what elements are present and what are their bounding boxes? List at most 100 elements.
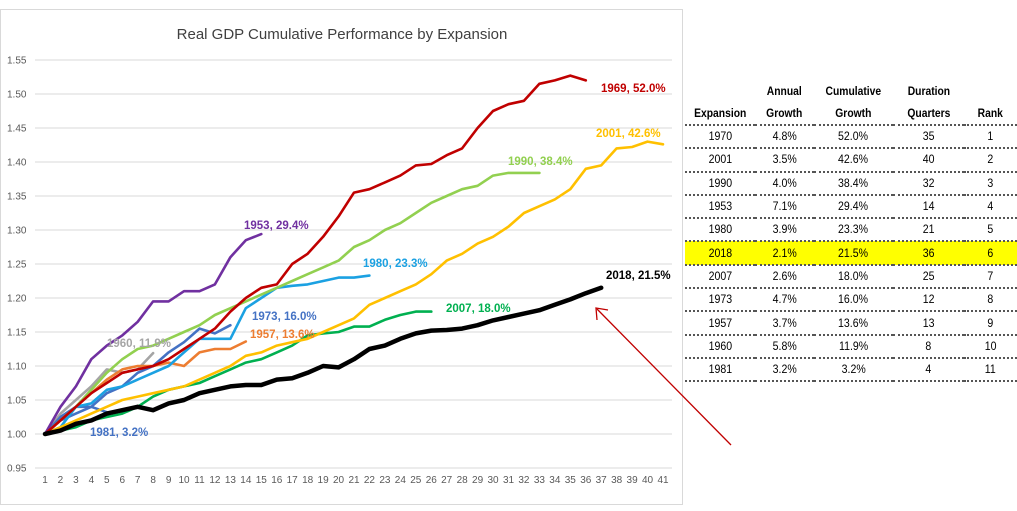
cell-expansion: 1981 [685, 357, 756, 383]
x-tick-label: 34 [549, 475, 561, 486]
column-header-line: Growth [835, 106, 872, 120]
cell-annual: 7.1% [755, 194, 814, 220]
series-line-1980 [43, 274, 371, 436]
column-header: Rank [968, 80, 1014, 126]
cell-duration: 36 [892, 241, 965, 266]
cell-cumulative: 13.6% [813, 311, 893, 336]
cell-value: 29.4% [838, 199, 869, 214]
x-tick-label: 9 [166, 475, 172, 486]
cell-expansion: 1953 [685, 194, 756, 220]
cell-value: 10 [984, 338, 997, 353]
cell-value: 38.4% [838, 175, 869, 190]
series-label-1957: 1957, 13.6% [250, 329, 315, 341]
x-tick-label: 33 [534, 475, 546, 486]
column-header-line [693, 80, 747, 102]
arrow-head [595, 307, 609, 321]
cell-rank: 3 [964, 171, 1017, 196]
cell-value: 2.6% [772, 268, 797, 283]
series-label-1969: 1969, 52.0% [601, 83, 666, 95]
cell-value: 4 [925, 362, 932, 377]
cell-value: 1990 [708, 175, 732, 190]
gridlines [35, 59, 672, 469]
cell-annual: 5.8% [755, 334, 814, 359]
y-tick-label: 1.05 [7, 396, 27, 407]
cell-annual: 4.7% [755, 288, 814, 313]
x-tick-label: 13 [225, 475, 237, 486]
x-tick-label: 40 [642, 475, 654, 486]
cell-value: 1980 [708, 222, 732, 237]
cell-value: 32 [922, 175, 935, 190]
expansion-ranking-table: Expansion Annual Growth Cumulative Growth Dur… [685, 80, 1017, 383]
x-tick-label: 30 [487, 475, 499, 486]
cell-value: 5 [987, 222, 994, 237]
column-header: Annual Growth [759, 80, 810, 126]
column-header: Expansion [689, 80, 751, 126]
cell-annual: 3.5% [755, 148, 814, 173]
cell-value: 1960 [708, 338, 732, 353]
cell-value: 4.7% [772, 292, 797, 307]
cell-expansion: 1980 [685, 218, 756, 243]
table-row: 1973 4.7% 16.0% 12 8 [685, 288, 1017, 313]
y-tick-label: 1.30 [7, 226, 27, 237]
cell-value: 21.5% [838, 245, 869, 260]
cell-cumulative: 18.0% [813, 264, 893, 290]
cell-annual: 3.2% [755, 357, 814, 383]
cell-value: 1 [987, 129, 994, 144]
column-header-line: Annual [767, 84, 803, 98]
cell-value: 4 [987, 199, 994, 214]
arrow-shaft [596, 308, 732, 446]
cell-rank: 6 [964, 241, 1017, 266]
cell-expansion: 1970 [685, 125, 756, 150]
x-tick-label: 4 [89, 475, 95, 486]
cell-rank: 11 [964, 357, 1017, 383]
series-label-1980: 1980, 23.3% [363, 258, 428, 270]
cell-value: 40 [922, 152, 935, 167]
series-lines [42, 74, 665, 437]
x-tick-label: 29 [472, 475, 484, 486]
x-axis-ticks: 1 2 3 4 5 6 7 8 9 10 11 12 13 14 15 16 17 18 19 20 21 22 23 24 2… [42, 475, 669, 486]
cell-duration: 13 [892, 311, 965, 336]
x-tick-label: 32 [518, 475, 530, 486]
cell-value: 8 [987, 292, 994, 307]
x-tick-label: 10 [178, 475, 190, 486]
cell-expansion: 1960 [685, 334, 756, 359]
cell-rank: 1 [964, 125, 1017, 150]
series-line-2018 [42, 285, 604, 437]
y-tick-label: 1.25 [7, 260, 27, 271]
cell-annual: 2.1% [755, 241, 814, 266]
cell-expansion: 1973 [685, 288, 756, 313]
x-tick-label: 31 [503, 475, 515, 486]
y-axis-ticks: 0.95 1.00 1.05 1.10 1.15 1.20 1.25 1.30 1.35 1.40… [7, 56, 27, 475]
series-label-1960: 1960, 11.9% [107, 338, 171, 350]
series-label-1973: 1973, 16.0% [252, 311, 317, 323]
series-line-1953 [43, 232, 263, 436]
x-tick-label: 27 [441, 475, 453, 486]
x-tick-label: 25 [410, 475, 422, 486]
cell-value: 6 [987, 245, 994, 260]
series-label-2018: 2018, 21.5% [606, 270, 671, 282]
column-header-line [972, 80, 1010, 102]
cell-value: 2018 [708, 245, 732, 260]
x-tick-label: 19 [318, 475, 330, 486]
table-row: 2001 3.5% 42.6% 40 2 [685, 148, 1017, 173]
series-label-2001: 2001, 42.6% [596, 128, 661, 140]
column-header-line: Growth [766, 106, 803, 120]
x-tick-label: 15 [256, 475, 268, 486]
y-tick-label: 1.35 [7, 192, 27, 203]
cell-value: 12 [922, 292, 935, 307]
cell-duration: 4 [892, 357, 965, 383]
column-header-line: Quarters [907, 106, 951, 120]
x-tick-label: 38 [611, 475, 623, 486]
series-labels: 1969, 52.0% 2001, 42.6% 1990, 38.4% 1953, 2… [90, 83, 671, 439]
x-tick-label: 39 [627, 475, 639, 486]
cell-value: 21 [922, 222, 935, 237]
series-line-2001 [43, 140, 665, 436]
series-label-1981: 1981, 3.2% [90, 427, 148, 439]
table-row: 1957 3.7% 13.6% 13 9 [685, 311, 1017, 336]
x-tick-label: 36 [580, 475, 592, 486]
table-row: 1990 4.0% 38.4% 32 3 [685, 171, 1017, 196]
x-tick-label: 41 [657, 475, 669, 486]
y-tick-label: 0.95 [7, 464, 27, 475]
x-tick-label: 23 [379, 475, 391, 486]
